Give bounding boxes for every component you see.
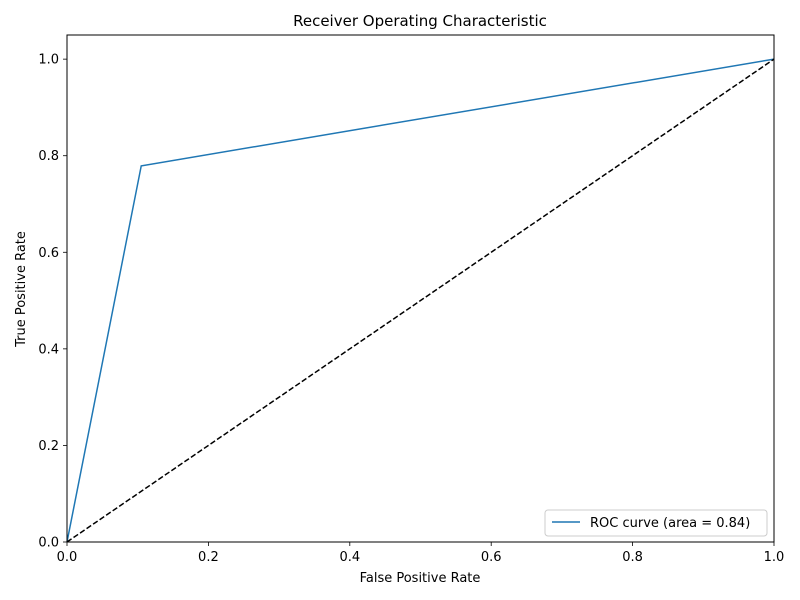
x-axis: 0.0 0.2 0.4 0.6 0.8 1.0 [57,542,785,565]
y-tick-label: 0.4 [38,342,59,357]
chart-title: Receiver Operating Characteristic [293,12,547,30]
y-tick-label: 0.6 [38,246,59,261]
x-tick-label: 0.6 [481,550,502,565]
x-tick-label: 1.0 [764,550,785,565]
y-tick-label: 1.0 [38,53,59,68]
x-tick-label: 0.2 [198,550,219,565]
y-axis-label: True Positive Rate [14,231,29,348]
x-tick-label: 0.0 [57,550,78,565]
x-tick-label: 0.4 [339,550,360,565]
y-axis: 0.0 0.2 0.4 0.6 0.8 1.0 [38,53,67,551]
legend: ROC curve (area = 0.84) [544,509,768,537]
y-tick-label: 0.8 [38,149,59,164]
legend-box [544,509,768,537]
legend-label-roc-curve: ROC curve (area = 0.84) [590,516,750,531]
series-layer [66,58,775,543]
series-chance-diagonal [66,58,775,543]
y-tick-label: 0.2 [38,439,59,454]
plot-frame [66,34,775,543]
x-tick-label: 0.8 [622,550,643,565]
y-tick-label: 0.0 [38,536,59,551]
plot-area [66,34,775,543]
series-roc-curve [66,58,775,543]
x-axis-label: False Positive Rate [360,571,481,586]
